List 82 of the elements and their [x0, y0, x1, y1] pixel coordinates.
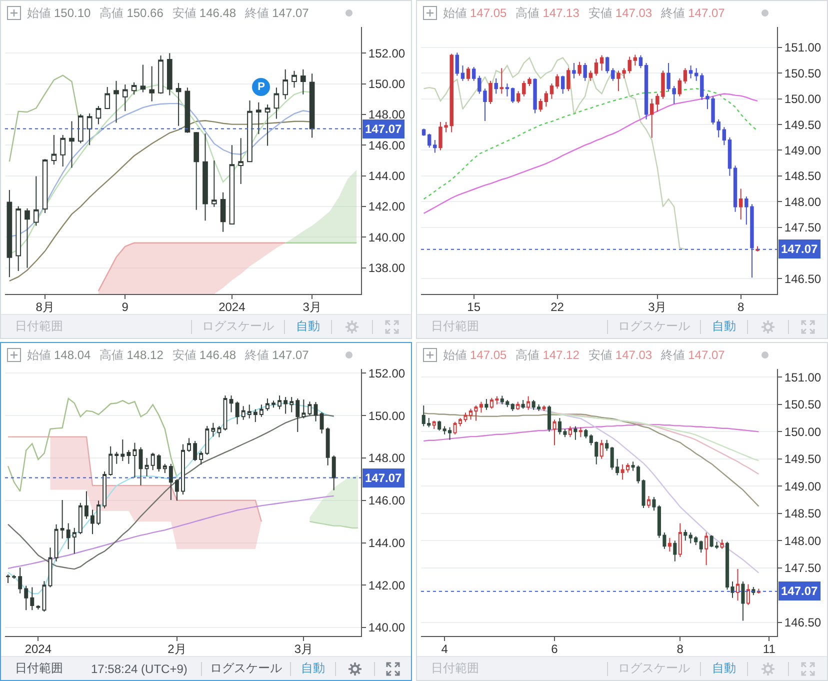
y-tick-label: 146.00 — [368, 138, 406, 152]
y-tick-label: 140.00 — [368, 620, 406, 635]
y-tick-label: 150.00 — [784, 92, 822, 106]
y-tick-label: 151.00 — [784, 370, 822, 384]
x-tick-label: 6 — [551, 642, 558, 656]
text: 自動 — [712, 318, 736, 335]
text: 自動 — [712, 660, 736, 677]
y-tick-label: 148.50 — [784, 169, 822, 184]
y-tick-label: 149.00 — [784, 143, 822, 158]
text: 安値 146.48 — [172, 348, 236, 362]
y-tick-label: 150.00 — [368, 408, 406, 423]
x-tick-label: 3月 — [302, 300, 322, 314]
text: 終値 147.07 — [245, 6, 309, 20]
text: ログスケール — [210, 660, 282, 677]
text: 終値 147.07 — [661, 348, 725, 362]
y-tick-label: 149.50 — [784, 118, 822, 132]
text: 安値 146.48 — [172, 6, 236, 20]
y-tick-label: 152.00 — [368, 46, 406, 60]
ref-line-label: 147.07 — [781, 584, 818, 598]
x-tick-label: 2024 — [218, 300, 246, 314]
text: 終値 147.07 — [661, 6, 725, 20]
y-tick-label: 144.00 — [368, 536, 406, 550]
x-tick-label: 8月 — [36, 300, 54, 314]
y-tick-label: 148.50 — [784, 506, 822, 521]
y-tick-label: 148.00 — [784, 534, 822, 548]
text: 高値 150.66 — [100, 6, 164, 20]
text: 始値 148.04 — [27, 348, 91, 362]
y-tick-label: 142.00 — [368, 578, 406, 592]
text: 始値 150.10 — [27, 6, 91, 20]
y-tick-label: 151.00 — [784, 40, 822, 55]
text: 始値 147.05 — [443, 348, 507, 362]
y-tick-label: 146.00 — [368, 494, 406, 508]
text: ログスケール — [618, 318, 690, 335]
x-tick-label: 3月 — [294, 642, 314, 656]
text: 高値 148.12 — [100, 348, 164, 362]
y-tick-label: 148.00 — [368, 108, 406, 122]
x-tick-label: 4 — [441, 642, 448, 656]
text: ログスケール — [618, 660, 690, 677]
y-tick-label: 142.00 — [368, 200, 406, 214]
y-tick-label: 148.00 — [368, 451, 406, 466]
x-tick-label: 8 — [737, 300, 744, 314]
y-tick-label: 140.00 — [368, 230, 406, 244]
x-tick-label: 2月 — [168, 642, 186, 656]
text: 高値 147.12 — [516, 348, 580, 362]
y-tick-label: 148.00 — [784, 194, 822, 209]
text: 始値 147.05 — [443, 6, 507, 20]
y-tick-label: 150.50 — [784, 66, 822, 80]
y-tick-label: 138.00 — [368, 261, 406, 276]
y-tick-label: 149.50 — [784, 452, 822, 466]
y-tick-label: 147.50 — [784, 220, 822, 234]
y-tick-label: 150.50 — [784, 398, 822, 412]
text: 終値 147.07 — [245, 348, 309, 362]
text: 安値 147.03 — [588, 348, 652, 362]
ref-line-label: 147.07 — [365, 471, 402, 485]
x-tick-label: 9 — [122, 300, 128, 314]
x-tick-label: 11 — [762, 642, 776, 656]
text: 自動 — [300, 660, 325, 677]
x-tick-label: 2024 — [24, 642, 52, 656]
text: 自動 — [296, 318, 320, 335]
text: ログスケール — [202, 318, 274, 335]
x-tick-label: 8 — [676, 642, 684, 656]
y-tick-label: 150.00 — [368, 76, 406, 91]
y-tick-label: 149.00 — [784, 479, 822, 494]
text: 17:58:24 (UTC+9) — [91, 662, 188, 676]
annotation: P — [252, 78, 270, 96]
ref-line-label: 147.07 — [365, 122, 402, 136]
y-tick-label: 144.00 — [368, 169, 406, 184]
y-tick-label: 146.50 — [784, 272, 822, 286]
text: 日付範囲 — [431, 318, 479, 335]
x-tick-label: 3月 — [648, 300, 667, 314]
x-tick-label: 22 — [550, 300, 564, 314]
y-tick-label: 146.50 — [784, 616, 822, 630]
ref-line-label: 147.07 — [781, 242, 818, 256]
y-tick-label: 150.00 — [784, 424, 822, 439]
y-tick-label: 147.50 — [784, 561, 822, 576]
text: 日付範囲 — [15, 318, 63, 335]
y-tick-label: 152.00 — [368, 366, 406, 380]
text: 日付範囲 — [431, 660, 479, 677]
text: 高値 147.13 — [516, 6, 580, 20]
text: 安値 147.03 — [588, 6, 652, 20]
text: 日付範囲 — [15, 660, 63, 677]
x-tick-label: 15 — [467, 300, 481, 314]
